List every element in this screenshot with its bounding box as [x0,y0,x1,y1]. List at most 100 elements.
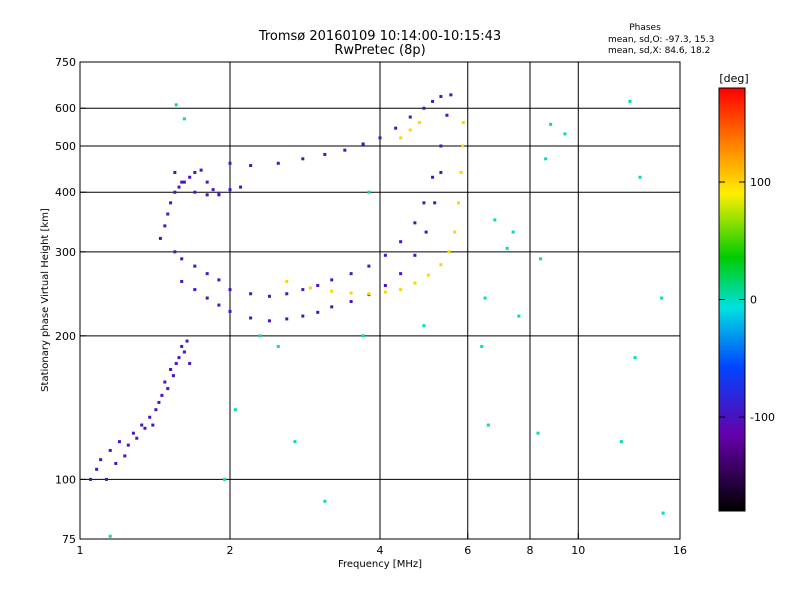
data-point [449,93,453,97]
data-point [439,263,443,267]
data-point [182,180,186,184]
data-point [417,121,421,125]
x-tick-label: 1 [77,544,84,557]
data-point [661,511,665,515]
data-point [316,283,320,287]
phases-stats-header: Phases [629,23,661,33]
x-tick-label: 4 [377,544,384,557]
data-point [89,477,93,481]
data-point [228,161,232,165]
data-point [505,246,509,250]
data-point [459,170,463,174]
data-point [422,106,426,110]
data-point [166,387,170,391]
data-point [367,292,371,296]
data-point [154,408,158,412]
data-point [233,408,237,412]
colorbar-tick-label: -100 [750,411,775,424]
data-point [148,415,152,419]
data-point [619,440,623,444]
data-point [217,278,221,282]
data-point [249,164,253,168]
data-point [182,117,186,121]
data-point [628,99,632,103]
data-point [249,316,253,320]
data-point [399,272,403,276]
chart-subtitle: RwPretec (8p) [334,43,425,58]
data-point [549,122,553,126]
data-point [536,431,540,435]
data-point [228,188,232,192]
data-point [301,314,305,318]
data-point [517,314,521,318]
data-point [330,289,334,293]
data-point [544,157,548,161]
data-point [140,423,144,427]
data-point [431,175,435,179]
data-point [660,296,664,300]
data-point [276,344,280,348]
data-point [173,190,177,194]
chart-title: Tromsø 20160109 10:14:00-10:15:43 [258,29,501,44]
phases-stats-x: mean, sd,X: 84.6, 18.2 [608,46,710,56]
data-point [174,361,178,365]
data-point [445,113,449,117]
grid-lines [80,62,680,539]
data-point [323,499,327,503]
data-point [104,477,108,481]
y-axis-ticks: 75 100 200 300 400 500 600 750 [55,56,86,546]
data-point [177,185,181,189]
data-point [408,115,412,119]
data-point [433,201,437,205]
data-point [163,224,167,228]
data-point [158,236,162,240]
data-point [301,157,305,161]
x-axis-ticks: 1 2 4 6 8 10 16 [77,533,687,557]
data-point [349,291,353,295]
data-point [480,344,484,348]
y-tick-label: 600 [55,102,76,115]
data-point [177,356,181,360]
data-point [447,250,451,254]
data-point [308,286,312,290]
y-tick-label: 750 [55,56,76,69]
y-tick-label: 75 [62,533,76,546]
data-point [249,292,253,296]
data-point [638,175,642,179]
data-point [383,283,387,287]
data-point [394,126,398,130]
x-tick-label: 8 [527,544,534,557]
data-point [511,230,515,234]
data-point [169,367,173,371]
data-point [211,188,215,192]
data-point [426,273,430,277]
colorbar-ticks: 100 0 -100 [719,176,775,424]
data-point [188,175,192,179]
data-point [413,221,417,225]
data-point [563,132,567,136]
data-point [267,319,271,323]
data-point [349,272,353,276]
colorbar-tick-label: 100 [750,176,771,189]
data-point [228,309,232,313]
data-point [169,201,173,205]
data-point [166,212,170,216]
data-point [361,142,365,146]
data-point [205,296,209,300]
data-point [301,288,305,292]
data-point [413,281,417,285]
data-point [180,180,184,184]
data-point [457,201,461,205]
data-point [413,253,417,257]
data-point [193,264,197,268]
y-tick-label: 400 [55,186,76,199]
data-point [217,191,221,195]
data-point [193,190,197,194]
data-point [439,94,443,98]
data-point [422,324,426,328]
data-point [173,250,177,254]
data-point [173,170,177,174]
data-point [205,180,209,184]
data-point [316,310,320,314]
